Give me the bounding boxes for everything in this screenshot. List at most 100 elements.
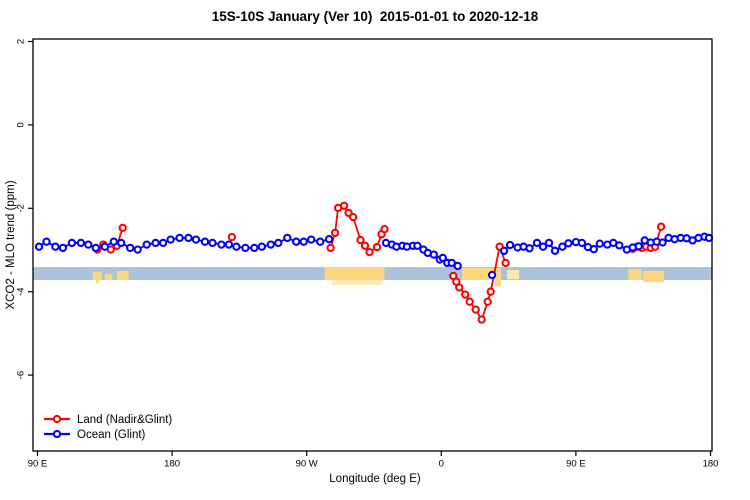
- ocean-point: [532, 238, 542, 248]
- ocean-point: [283, 233, 292, 243]
- ocean-point: [100, 242, 109, 251]
- land-point: [365, 247, 374, 257]
- land-region: [116, 270, 129, 281]
- land-point: [330, 228, 340, 238]
- land-point: [348, 212, 358, 222]
- land-point: [372, 242, 382, 252]
- ocean-point: [158, 238, 168, 248]
- y-tick-label: 2: [16, 39, 27, 44]
- land-point: [227, 232, 237, 242]
- ocean-point: [525, 244, 534, 253]
- ocean-point: [658, 238, 667, 247]
- land-region: [507, 270, 520, 280]
- x-tick-label: 90 E: [566, 459, 586, 470]
- ocean-point: [595, 239, 604, 248]
- land-point: [339, 201, 349, 210]
- ocean-point: [505, 240, 515, 250]
- land-point: [465, 297, 474, 306]
- ocean-point: [241, 243, 250, 253]
- ocean-point: [232, 242, 241, 251]
- ocean-point: [217, 240, 226, 249]
- x-tick-label: 90 W: [296, 459, 318, 470]
- land-point: [501, 258, 510, 268]
- legend-marker: [52, 429, 62, 439]
- ocean-point: [550, 246, 560, 255]
- x-tick-label: 90 E: [28, 459, 48, 470]
- ocean-point: [615, 241, 624, 250]
- land-point: [360, 241, 370, 250]
- land-region: [628, 269, 642, 281]
- ocean-point: [208, 238, 217, 248]
- land-point: [118, 223, 127, 233]
- land-region: [643, 270, 665, 283]
- ocean-point: [274, 238, 283, 248]
- ocean-point: [589, 245, 598, 254]
- ocean-point: [564, 239, 573, 248]
- x-tick-label: 0: [439, 459, 444, 470]
- ocean-point: [117, 238, 126, 248]
- ocean-point: [316, 237, 325, 246]
- land-point: [455, 283, 464, 292]
- ocean-point: [91, 243, 100, 253]
- x-axis-label: Longitude (deg E): [329, 473, 421, 485]
- ocean-point: [34, 242, 44, 251]
- legend-marker: [52, 414, 62, 424]
- ocean-point: [257, 242, 266, 251]
- ocean-point: [538, 242, 548, 251]
- ocean-point: [126, 243, 135, 253]
- ocean-point: [51, 242, 60, 251]
- ocean-point: [324, 235, 334, 244]
- chart-title: 15S-10S January (Ver 10) 2015-01-01 to 2…: [211, 9, 539, 24]
- land-region: [495, 280, 502, 287]
- ocean-point: [413, 241, 422, 250]
- ocean-point: [292, 237, 301, 246]
- x-tick-label: 180: [164, 459, 180, 470]
- ocean-point: [487, 270, 497, 280]
- land-region: [95, 280, 99, 284]
- ocean-point: [67, 238, 77, 248]
- land-point: [477, 315, 486, 324]
- ocean-point: [558, 242, 567, 251]
- ocean-point: [42, 237, 51, 246]
- plot-border: [32, 38, 713, 452]
- ocean-point: [175, 233, 184, 243]
- land-point: [471, 305, 480, 314]
- ocean-point: [453, 261, 462, 271]
- land-region: [324, 267, 385, 281]
- land-point: [326, 243, 335, 253]
- ocean-point: [299, 237, 308, 246]
- land-region: [104, 273, 113, 281]
- ocean-point: [224, 240, 234, 249]
- y-tick-label: -4: [16, 287, 27, 295]
- ocean-point: [58, 243, 68, 253]
- ocean-point: [184, 233, 193, 243]
- y-tick-label: 0: [16, 122, 27, 127]
- land-point: [461, 290, 470, 299]
- ocean-point: [84, 240, 93, 249]
- ocean-point: [109, 237, 118, 246]
- ocean-point: [438, 253, 447, 263]
- x-tick-label: 180: [703, 459, 719, 470]
- ocean-point: [266, 240, 275, 249]
- land-point: [380, 225, 389, 234]
- ocean-point: [704, 233, 714, 243]
- legend-label: Ocean (Glint): [77, 429, 146, 441]
- land-region: [332, 280, 382, 286]
- land-point: [656, 222, 666, 231]
- ocean-point: [429, 250, 438, 259]
- land-point: [486, 287, 495, 296]
- ocean-point: [307, 235, 316, 244]
- land-point: [483, 297, 492, 306]
- ocean-point: [200, 237, 210, 246]
- ocean-point: [634, 242, 643, 251]
- ocean-point: [250, 243, 259, 253]
- ocean-point: [142, 240, 151, 249]
- ocean-point: [544, 238, 554, 248]
- land-region: [92, 271, 102, 281]
- land-point: [356, 235, 365, 245]
- ocean-point: [166, 235, 175, 244]
- ocean-point: [76, 238, 86, 248]
- y-tick-label: -6: [16, 371, 27, 379]
